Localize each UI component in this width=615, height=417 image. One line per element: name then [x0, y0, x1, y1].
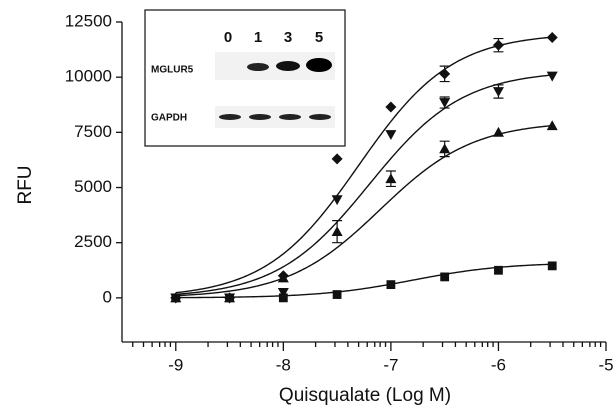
marker-diamond — [546, 31, 558, 43]
fit-curve — [175, 36, 553, 294]
marker-triangle-down — [439, 98, 451, 109]
blot-band — [247, 63, 269, 71]
marker-square — [225, 293, 234, 303]
blot-band — [249, 114, 271, 120]
marker-diamond — [492, 39, 504, 51]
marker-triangle-up — [439, 143, 451, 154]
marker-triangle-up — [277, 272, 289, 283]
marker-diamond — [331, 153, 343, 165]
marker-triangle-up — [385, 173, 397, 184]
blot-band — [306, 58, 332, 72]
fit-curve — [175, 263, 553, 299]
row-label: GAPDH — [151, 113, 187, 124]
marker-triangle-down — [492, 87, 504, 98]
x-tick-label: -7 — [383, 355, 398, 374]
y-axis-label: RFU — [15, 165, 36, 204]
x-tick-label: -6 — [491, 355, 506, 374]
blot-strip — [215, 106, 335, 128]
marker-square — [171, 293, 181, 303]
marker-square — [278, 293, 288, 303]
marker-square — [547, 261, 557, 271]
x-tick-label: -9 — [168, 355, 183, 374]
marker-square — [332, 290, 342, 299]
marker-triangle-down — [385, 130, 397, 141]
blot-band — [276, 61, 300, 71]
marker-diamond — [385, 101, 397, 113]
marker-triangle-up — [492, 126, 504, 137]
blot-band — [219, 114, 241, 120]
y-tick-label: 2500 — [74, 232, 112, 251]
row-label: MGLUR5 — [151, 65, 194, 76]
lane-label: 3 — [284, 29, 292, 46]
y-tick-label: 0 — [103, 287, 112, 306]
marker-square — [494, 265, 503, 275]
inset: 0 1 3 5 MGLUR5 GAPDH — [144, 9, 346, 147]
x-tick-label: -8 — [276, 355, 291, 374]
x-tick-label: -5 — [598, 355, 613, 374]
fit-curve — [175, 124, 553, 297]
y-tick-label: 10000 — [65, 67, 112, 86]
lane-label: 0 — [224, 29, 232, 46]
x-axis-label: Quisqualate (Log M) — [279, 385, 451, 406]
marker-triangle-up — [546, 120, 558, 131]
lane-label: 1 — [254, 29, 262, 46]
marker-diamond — [439, 68, 451, 80]
y-tick-label: 12500 — [65, 11, 112, 30]
marker-triangle-down — [277, 287, 289, 298]
lane-label: 5 — [315, 29, 323, 46]
marker-square — [386, 280, 396, 290]
marker-triangle-down — [331, 195, 343, 206]
blot-band — [309, 114, 331, 120]
blot-band — [279, 114, 301, 120]
marker-triangle-down — [546, 71, 558, 82]
marker-square — [440, 272, 450, 282]
marker-triangle-up — [331, 226, 343, 237]
y-tick-label: 7500 — [74, 122, 112, 141]
fit-curve — [175, 74, 553, 296]
y-tick-label: 5000 — [74, 177, 112, 196]
